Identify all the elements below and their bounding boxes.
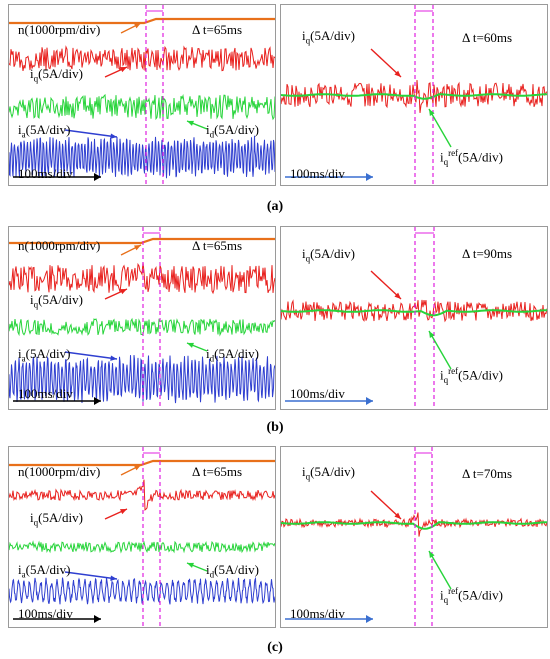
timebase-arrow-head-left-a [94, 173, 101, 181]
delta-t-right-b: Δ t=90ms [462, 246, 513, 261]
pointer-id-b-head [187, 342, 194, 348]
iq-trace-c [9, 479, 275, 511]
id-trace-c [9, 540, 275, 554]
pointer-iq-b-head [120, 289, 127, 295]
timebase-arrow-head-left-b [94, 397, 101, 405]
speed-trace-a [9, 17, 275, 25]
scope-left-b [8, 226, 276, 410]
ia-trace-c [9, 576, 275, 605]
scope-right-c [280, 446, 548, 628]
pointer-ia-a-head [110, 133, 117, 139]
waveform-right-a [281, 5, 547, 185]
iq-trace-right-a [281, 79, 547, 113]
pointer-speed-c-head [134, 465, 141, 471]
pointer-iqref-b [428, 330, 452, 370]
speed-trace-b [9, 237, 275, 245]
pointer-iqref-a-head [429, 109, 435, 116]
pointer-iq-right-c-head [394, 512, 401, 519]
delta-t-left-a: Δ t=65ms [192, 22, 243, 37]
scope-left-c [8, 446, 276, 628]
pointer-iqref-c [428, 550, 452, 590]
label-id-c: id(5A/div) [206, 562, 259, 580]
pointer-speed-a-head [134, 23, 141, 29]
caption-c: (c) [267, 640, 283, 655]
pointer-iq-right-a [370, 48, 402, 78]
iqref-trace-c [281, 521, 547, 530]
pointer-iq-right-c [370, 490, 402, 520]
label-speed-b: n(1000rpm/div) [18, 238, 101, 253]
waveform-left-a [9, 5, 275, 185]
pointer-iq-right-b-head [394, 292, 401, 299]
pointer-ia-b-head [110, 355, 117, 361]
waveform-right-b [281, 227, 547, 409]
timebase-arrow-head-right-a [366, 173, 373, 181]
iq-trace-a [9, 45, 275, 72]
pointer-iqref-c-head [429, 551, 435, 558]
pointer-iq-right-a-head [394, 70, 401, 77]
waveform-right-c [281, 447, 547, 627]
timebase-arrow-head-right-c [366, 615, 373, 623]
timebase-left-a: 100ms/div [18, 166, 73, 181]
pointer-id-a-head [187, 120, 194, 126]
pointer-iqref-b-head [429, 331, 435, 338]
ia-trace-a [9, 135, 275, 179]
scope-left-a [8, 4, 276, 186]
delta-t-right-a: Δ t=60ms [462, 30, 513, 45]
label-iq-a: iq(5A/div) [30, 66, 83, 84]
delta-t-left-c: Δ t=65ms [192, 464, 243, 479]
pointer-ia-a [64, 129, 118, 138]
scope-right-b [280, 226, 548, 410]
pointer-ia-b [64, 351, 118, 360]
iqref-trace-a [281, 93, 547, 100]
label-iq-right-a: iq(5A/div) [302, 28, 355, 46]
label-iq-right-b: iq(5A/div) [302, 246, 355, 264]
label-iqref-c: iqref(5A/div) [440, 586, 503, 605]
label-speed-a: n(1000rpm/div) [18, 22, 101, 37]
label-iq-c: iq(5A/div) [30, 510, 83, 528]
delta-t-left-b: Δ t=65ms [192, 238, 243, 253]
label-id-a: id(5A/div) [206, 122, 259, 140]
id-trace-b [9, 317, 275, 337]
timebase-right-b: 100ms/div [290, 386, 345, 401]
timebase-right-a: 100ms/div [290, 166, 345, 181]
timebase-right-c: 100ms/div [290, 606, 345, 621]
timebase-left-c: 100ms/div [18, 606, 73, 621]
timebase-arrow-head-right-b [366, 397, 373, 405]
id-trace-a [9, 93, 275, 121]
speed-trace-c [9, 459, 275, 467]
label-iq-b: iq(5A/div) [30, 292, 83, 310]
pointer-id-c-head [187, 562, 194, 568]
delta-t-right-c: Δ t=70ms [462, 466, 513, 481]
pointer-ia-c-head [110, 575, 117, 581]
label-ia-a: ia(5A/div) [18, 122, 71, 140]
pointer-speed-b-head [134, 245, 141, 251]
label-iqref-b: iqref(5A/div) [440, 366, 503, 385]
waveform-left-c [9, 447, 275, 627]
pointer-iq-c-head [120, 509, 127, 515]
label-ia-c: ia(5A/div) [18, 562, 71, 580]
ia-trace-b [9, 355, 275, 404]
timebase-left-b: 100ms/div [18, 386, 73, 401]
label-ia-b: ia(5A/div) [18, 346, 71, 364]
iq-trace-b [9, 261, 275, 295]
label-iqref-a: iqref(5A/div) [440, 148, 503, 167]
label-id-b: id(5A/div) [206, 346, 259, 364]
label-iq-right-c: iq(5A/div) [302, 464, 355, 482]
iq-trace-right-b [281, 299, 547, 323]
label-speed-c: n(1000rpm/div) [18, 464, 101, 479]
scope-right-a [280, 4, 548, 186]
pointer-iq-right-b [370, 270, 402, 300]
waveform-left-b [9, 227, 275, 409]
pointer-iqref-a [428, 108, 452, 148]
caption-a: (a) [266, 199, 284, 214]
caption-b: (b) [266, 420, 284, 435]
pointer-iq-a-head [120, 67, 127, 73]
iqref-trace-b [281, 309, 547, 317]
pointer-ia-c [64, 571, 118, 580]
timebase-arrow-head-left-c [94, 615, 101, 623]
